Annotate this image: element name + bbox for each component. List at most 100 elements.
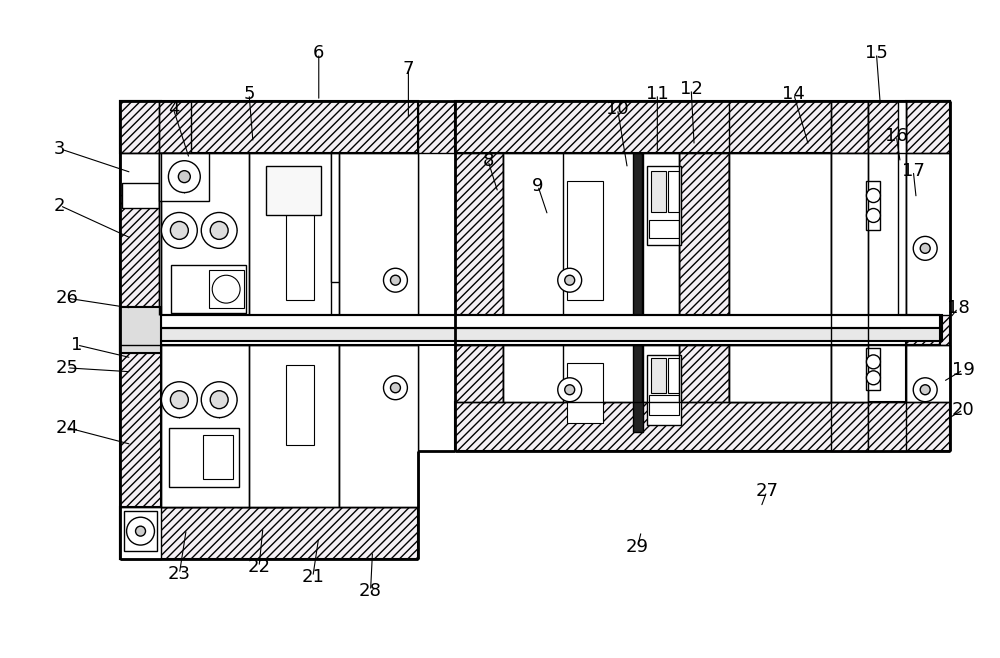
Bar [831, 101, 868, 153]
Bar [159, 153, 209, 201]
Circle shape [913, 236, 937, 261]
Bar [249, 345, 319, 507]
Bar [120, 307, 161, 353]
Bar [249, 153, 319, 315]
Bar [161, 345, 418, 507]
Circle shape [168, 161, 200, 193]
Circle shape [390, 383, 400, 393]
Bar [583, 156, 642, 312]
Circle shape [866, 209, 880, 222]
Circle shape [913, 378, 937, 401]
Bar [169, 153, 207, 315]
Circle shape [170, 391, 188, 409]
Bar [175, 268, 205, 310]
Text: 20: 20 [952, 401, 974, 418]
Bar [159, 153, 171, 315]
Bar [507, 156, 567, 312]
Bar [503, 153, 679, 315]
Bar [161, 315, 942, 328]
Bar [567, 363, 603, 422]
Text: 12: 12 [680, 80, 703, 98]
Circle shape [920, 243, 930, 253]
Text: 11: 11 [646, 85, 669, 103]
Text: 2: 2 [54, 197, 66, 215]
Circle shape [212, 275, 240, 303]
Bar [124, 511, 157, 551]
Bar [567, 181, 603, 300]
Text: 28: 28 [359, 582, 382, 600]
Bar [583, 348, 642, 399]
Bar [339, 345, 418, 507]
Bar [503, 345, 679, 401]
Bar [286, 365, 314, 445]
Circle shape [390, 275, 400, 285]
Bar [729, 153, 831, 315]
Text: 14: 14 [782, 85, 805, 103]
Bar [649, 395, 679, 415]
Circle shape [161, 213, 197, 248]
Circle shape [866, 189, 880, 203]
Circle shape [170, 222, 188, 240]
Bar [120, 153, 161, 181]
Text: 22: 22 [248, 558, 271, 576]
Bar [203, 434, 233, 480]
Bar [161, 153, 291, 315]
Bar [906, 153, 950, 315]
Circle shape [201, 213, 237, 248]
Bar [731, 156, 773, 312]
Bar [906, 101, 950, 451]
Circle shape [866, 355, 880, 369]
Bar [831, 401, 868, 451]
Text: 29: 29 [626, 538, 649, 556]
Circle shape [920, 385, 930, 395]
Bar [729, 345, 831, 401]
Bar [633, 153, 643, 337]
Bar [161, 153, 201, 315]
Bar [266, 166, 321, 215]
Bar [237, 345, 291, 507]
Text: 16: 16 [885, 127, 908, 145]
Bar [679, 345, 729, 401]
Text: 23: 23 [168, 565, 191, 583]
Bar [171, 265, 246, 313]
Bar [161, 153, 251, 315]
Bar [503, 153, 679, 315]
Text: 17: 17 [902, 162, 925, 180]
Circle shape [383, 376, 407, 399]
Circle shape [866, 371, 880, 385]
Bar [729, 345, 831, 401]
Bar [286, 181, 314, 300]
Bar [120, 101, 161, 559]
Bar [256, 348, 286, 504]
Bar [159, 101, 191, 153]
Bar [507, 348, 567, 399]
Bar [161, 345, 291, 507]
Bar [868, 401, 906, 451]
Bar [831, 345, 868, 401]
Circle shape [210, 391, 228, 409]
Bar [256, 156, 286, 312]
Bar [161, 345, 251, 507]
Bar [455, 401, 950, 451]
Text: 24: 24 [55, 418, 78, 436]
Bar [649, 220, 679, 238]
Bar [418, 101, 455, 153]
Bar [122, 183, 159, 207]
Circle shape [161, 382, 197, 418]
Text: 3: 3 [54, 139, 66, 158]
Text: 21: 21 [301, 568, 324, 586]
Bar [898, 101, 906, 315]
Bar [249, 345, 339, 507]
Bar [503, 345, 679, 401]
Text: 8: 8 [482, 152, 494, 170]
Bar [237, 153, 291, 315]
Bar [668, 170, 679, 213]
Bar [731, 348, 773, 399]
Bar [331, 153, 343, 315]
Bar [161, 328, 942, 341]
Circle shape [201, 382, 237, 418]
Text: 10: 10 [606, 100, 629, 118]
Bar [120, 507, 161, 559]
Bar [120, 153, 161, 195]
Bar [161, 345, 201, 507]
